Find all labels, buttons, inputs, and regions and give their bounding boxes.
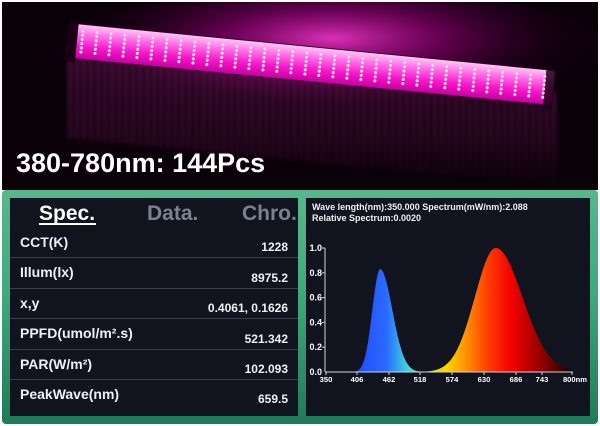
svg-text:743: 743: [536, 375, 549, 384]
svg-text:518: 518: [414, 375, 427, 384]
svg-text:0.8: 0.8: [309, 268, 322, 278]
svg-text:574: 574: [446, 375, 459, 384]
svg-text:686: 686: [510, 375, 523, 384]
svg-text:0.4: 0.4: [309, 317, 322, 327]
svg-text:462: 462: [383, 375, 396, 384]
svg-text:800nm: 800nm: [563, 375, 587, 384]
svg-text:0.6: 0.6: [309, 293, 322, 303]
svg-text:630: 630: [478, 375, 491, 384]
svg-text:0.2: 0.2: [309, 342, 322, 352]
svg-text:1.0: 1.0: [309, 243, 322, 253]
svg-text:406: 406: [351, 375, 364, 384]
svg-text:350: 350: [320, 375, 333, 384]
